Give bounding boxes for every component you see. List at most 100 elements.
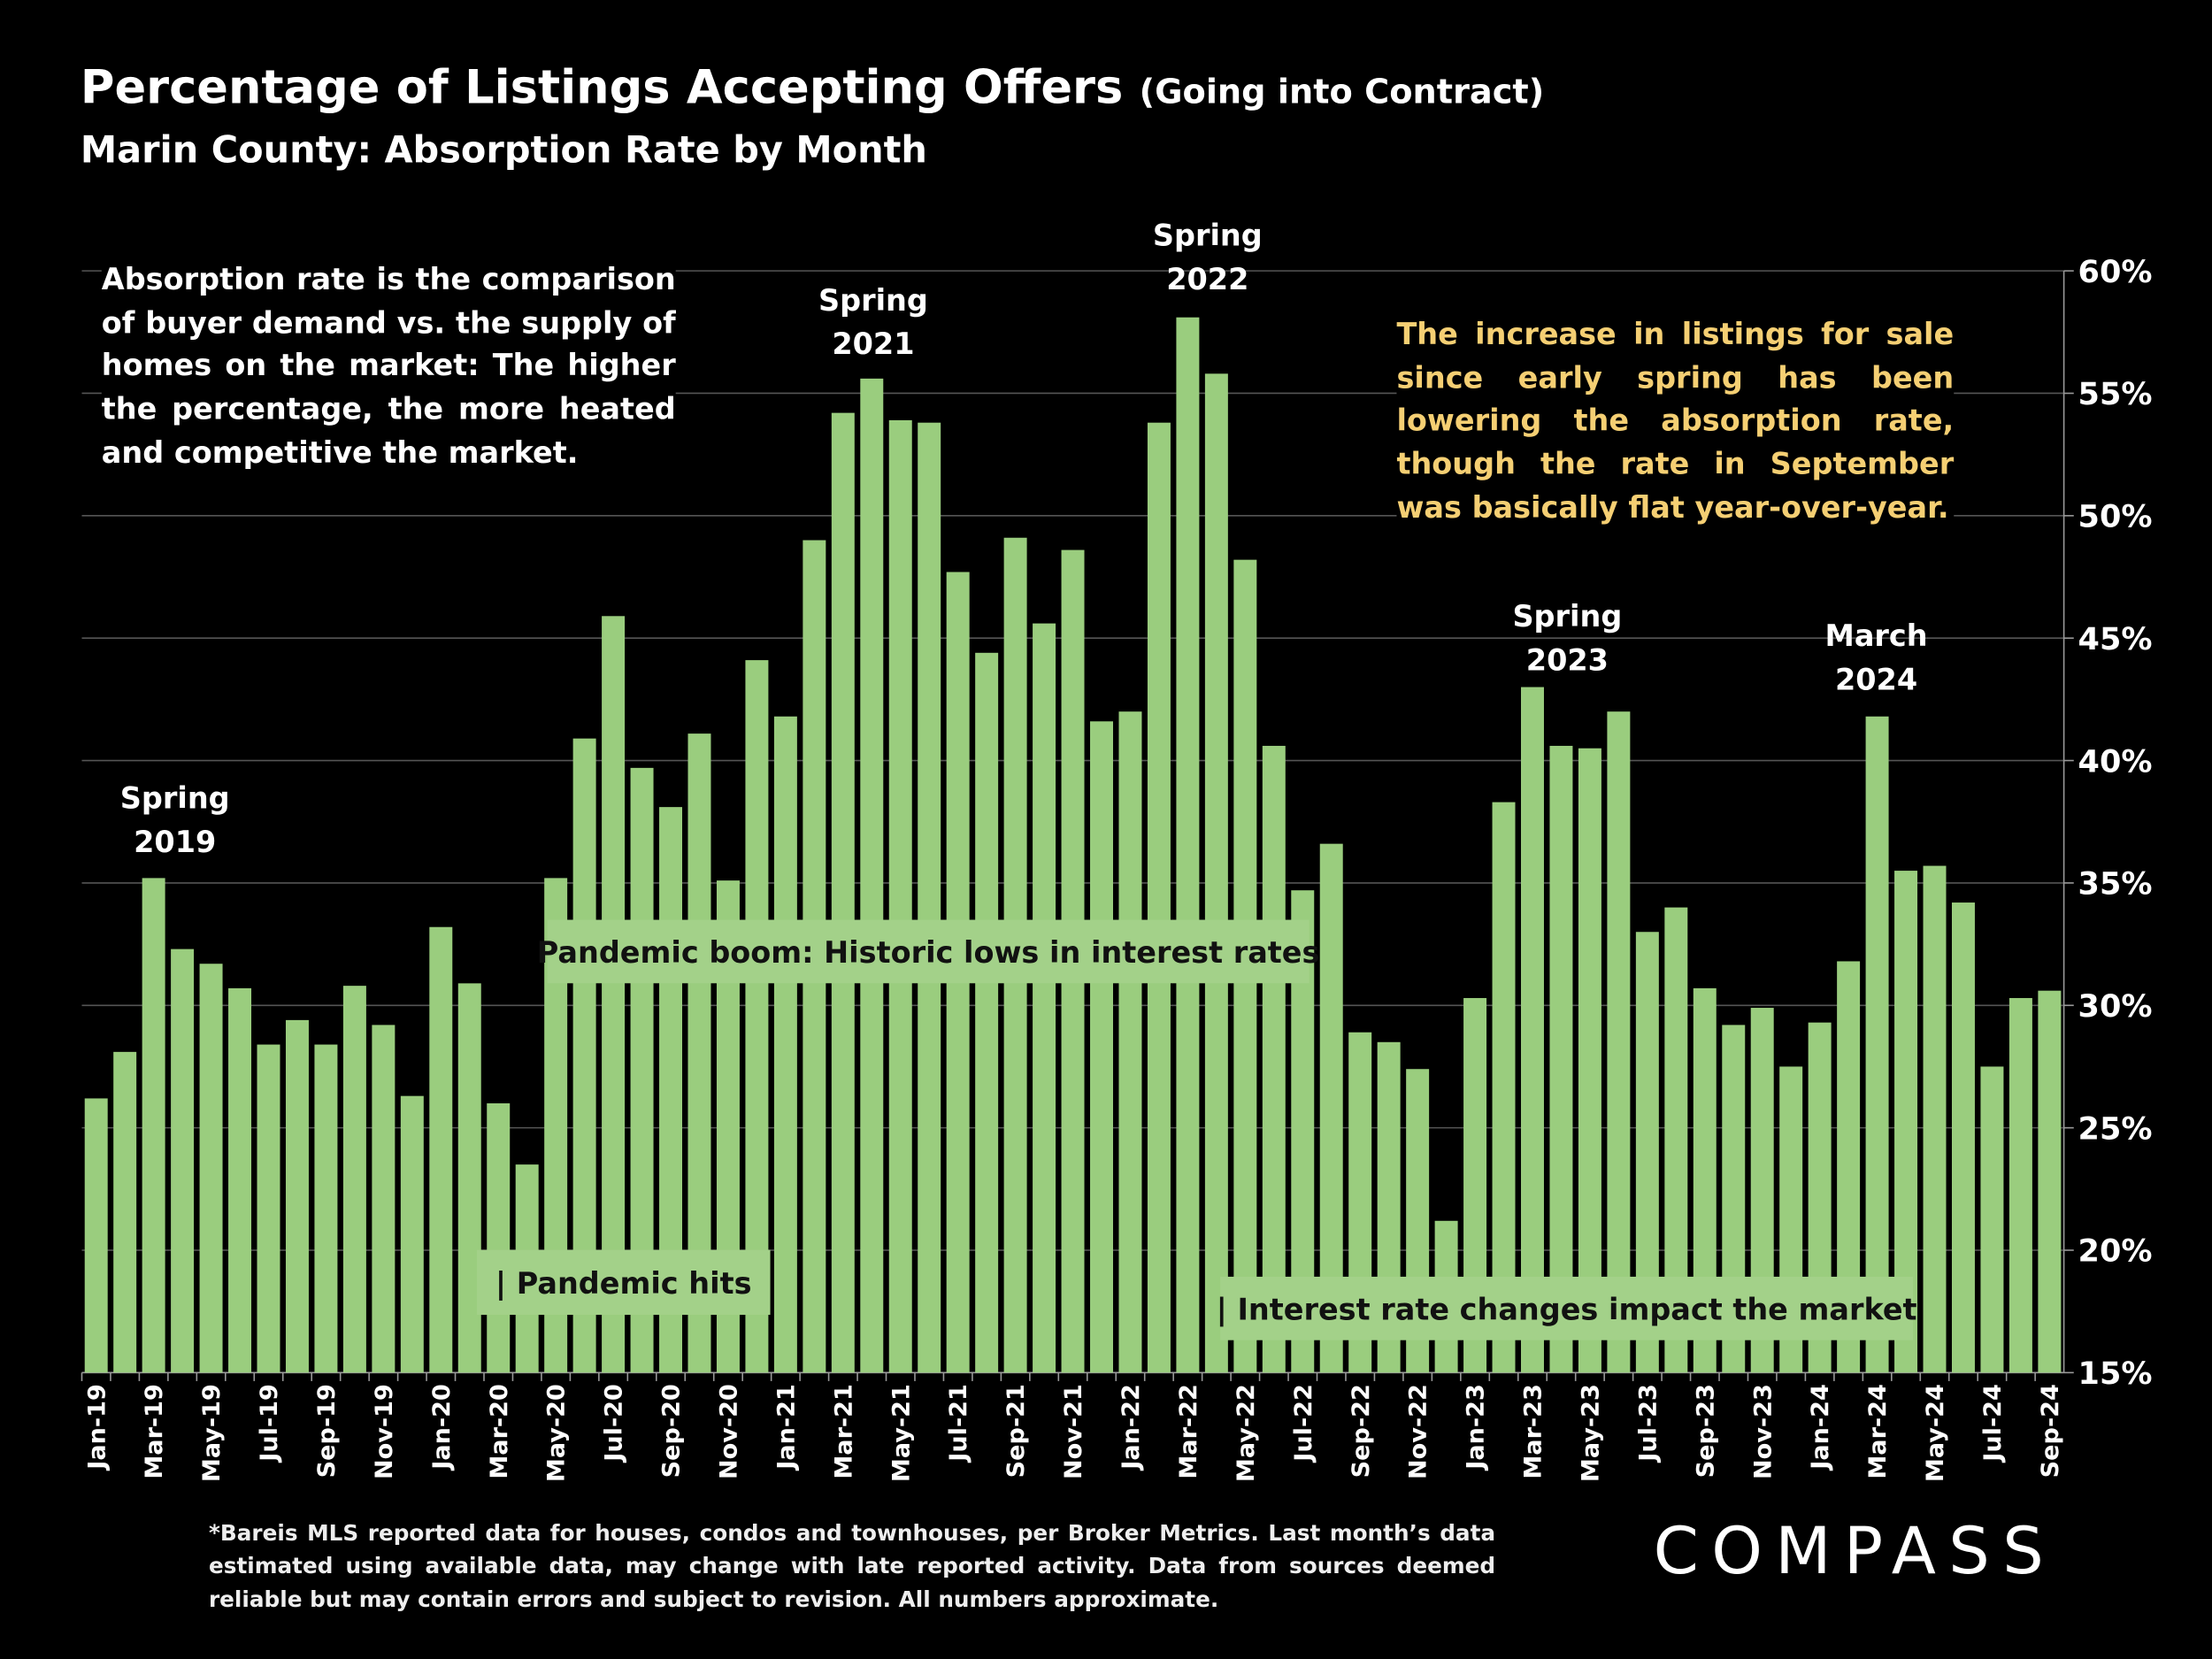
annotation: Spring bbox=[120, 781, 230, 816]
x-tick-label: Mar-22 bbox=[1175, 1384, 1202, 1479]
x-tick-label: Jul-23 bbox=[1634, 1384, 1662, 1463]
bar bbox=[1865, 716, 1889, 1373]
annotation-box bbox=[1220, 1276, 1914, 1340]
x-tick-label: Mar-20 bbox=[486, 1384, 513, 1479]
x-tick-label: Sep-19 bbox=[313, 1384, 341, 1478]
bar bbox=[1951, 902, 1975, 1373]
y-tick-label: 60% bbox=[2078, 254, 2153, 290]
bar bbox=[918, 422, 941, 1373]
y-tick-label: 15% bbox=[2078, 1356, 2153, 1392]
x-tick-label: Jul-20 bbox=[601, 1384, 628, 1463]
bar bbox=[773, 716, 797, 1373]
footnote: *Bareis MLS reported data for houses, co… bbox=[208, 1520, 1496, 1612]
annotation: 2019 bbox=[134, 825, 216, 859]
bar bbox=[602, 616, 626, 1373]
bar bbox=[372, 1025, 396, 1373]
x-tick-label: Mar-21 bbox=[830, 1384, 857, 1479]
x-tick-label: Sep-21 bbox=[1002, 1384, 1030, 1478]
title-note: (Going into Contract) bbox=[1139, 72, 1545, 111]
chart-title: Percentage of Listings Accepting Offers bbox=[80, 58, 1124, 115]
bar bbox=[113, 1051, 137, 1373]
x-tick-label: Sep-20 bbox=[658, 1384, 686, 1478]
bar bbox=[860, 378, 884, 1373]
description: Absorption rate is the comparison of buy… bbox=[101, 257, 676, 475]
x-tick-label: Jan-22 bbox=[1118, 1384, 1145, 1471]
x-tick-label: Jul-19 bbox=[256, 1384, 283, 1463]
subtitle: Marin County: Absorption Rate by Month bbox=[80, 129, 927, 173]
annotation-box bbox=[476, 1249, 771, 1315]
bar bbox=[429, 926, 453, 1373]
x-tick-label: May-20 bbox=[543, 1384, 571, 1482]
bar bbox=[1549, 745, 1573, 1373]
bar bbox=[342, 986, 366, 1373]
bar bbox=[1033, 623, 1056, 1373]
x-tick-label: Jan-23 bbox=[1463, 1384, 1490, 1471]
title-block: Percentage of Listings Accepting Offers … bbox=[81, 59, 1544, 114]
bar bbox=[1204, 373, 1228, 1373]
annotation: March bbox=[1825, 618, 1928, 653]
y-tick-label: 55% bbox=[2078, 376, 2153, 412]
annotation-box-label: Pandemic boom: Historic lows in interest… bbox=[537, 935, 1320, 970]
x-tick-label: Nov-23 bbox=[1749, 1384, 1777, 1479]
bar bbox=[171, 949, 195, 1373]
x-tick-label: Mar-19 bbox=[141, 1384, 168, 1479]
bar bbox=[975, 652, 999, 1373]
bar bbox=[1607, 711, 1631, 1373]
x-tick-label: Jan-21 bbox=[772, 1384, 800, 1471]
y-tick-label: 25% bbox=[2078, 1110, 2153, 1147]
x-tick-label: Nov-20 bbox=[716, 1384, 743, 1479]
x-tick-label: Jan-20 bbox=[428, 1384, 456, 1471]
x-tick-label: Sep-23 bbox=[1692, 1384, 1719, 1478]
x-tick-label: May-19 bbox=[198, 1384, 226, 1482]
bar bbox=[888, 419, 912, 1373]
x-tick-label: Nov-22 bbox=[1405, 1384, 1432, 1479]
y-tick-label: 40% bbox=[2078, 743, 2153, 780]
bar bbox=[257, 1044, 280, 1373]
x-tick-label: May-21 bbox=[887, 1384, 915, 1482]
bar bbox=[199, 964, 223, 1373]
bar bbox=[285, 1019, 309, 1373]
annotation-box bbox=[547, 919, 1310, 984]
x-tick-label: Sep-24 bbox=[2037, 1384, 2064, 1478]
bar bbox=[1147, 422, 1171, 1373]
bar bbox=[2038, 990, 2062, 1373]
annotation: 2022 bbox=[1166, 262, 1248, 296]
x-tick-label: Nov-21 bbox=[1060, 1384, 1087, 1479]
x-tick-label: Jan-19 bbox=[83, 1384, 111, 1471]
bar bbox=[142, 878, 165, 1373]
bar bbox=[1578, 748, 1601, 1373]
bar bbox=[1118, 711, 1142, 1373]
bar bbox=[1262, 745, 1286, 1373]
note: The increase in listings for sale since … bbox=[1396, 312, 1955, 530]
annotation-box-label: | Interest rate changes impact the marke… bbox=[1217, 1293, 1917, 1327]
x-tick-label: May-24 bbox=[1922, 1384, 1949, 1482]
y-tick-label: 20% bbox=[2078, 1233, 2153, 1270]
x-tick-label: Mar-23 bbox=[1520, 1384, 1548, 1479]
annotation: 2023 bbox=[1526, 642, 1609, 677]
bar bbox=[831, 412, 855, 1373]
annotation-box-label: | Pandemic hits bbox=[495, 1266, 752, 1301]
x-tick-label: Jul-21 bbox=[945, 1384, 972, 1463]
bar bbox=[1090, 721, 1113, 1373]
bar bbox=[1923, 865, 1947, 1373]
bar bbox=[1521, 687, 1544, 1373]
x-tick-label: May-23 bbox=[1577, 1384, 1604, 1482]
y-tick-label: 50% bbox=[2078, 499, 2153, 535]
bar bbox=[1980, 1066, 2004, 1373]
annotation: 2021 bbox=[832, 326, 914, 361]
bar bbox=[400, 1095, 424, 1373]
x-tick-label: May-22 bbox=[1233, 1384, 1260, 1482]
annotation: Spring bbox=[1153, 218, 1263, 252]
x-tick-label: Mar-24 bbox=[1864, 1384, 1892, 1479]
bar bbox=[487, 1102, 511, 1373]
logo: COMPASS bbox=[1653, 1512, 2057, 1589]
y-tick-label: 30% bbox=[2078, 988, 2153, 1025]
x-tick-label: Jul-22 bbox=[1290, 1384, 1317, 1463]
annotation: Spring bbox=[818, 283, 928, 318]
y-tick-label: 45% bbox=[2078, 621, 2153, 657]
bar bbox=[314, 1044, 338, 1373]
bar bbox=[2008, 997, 2032, 1373]
bar bbox=[84, 1098, 108, 1373]
